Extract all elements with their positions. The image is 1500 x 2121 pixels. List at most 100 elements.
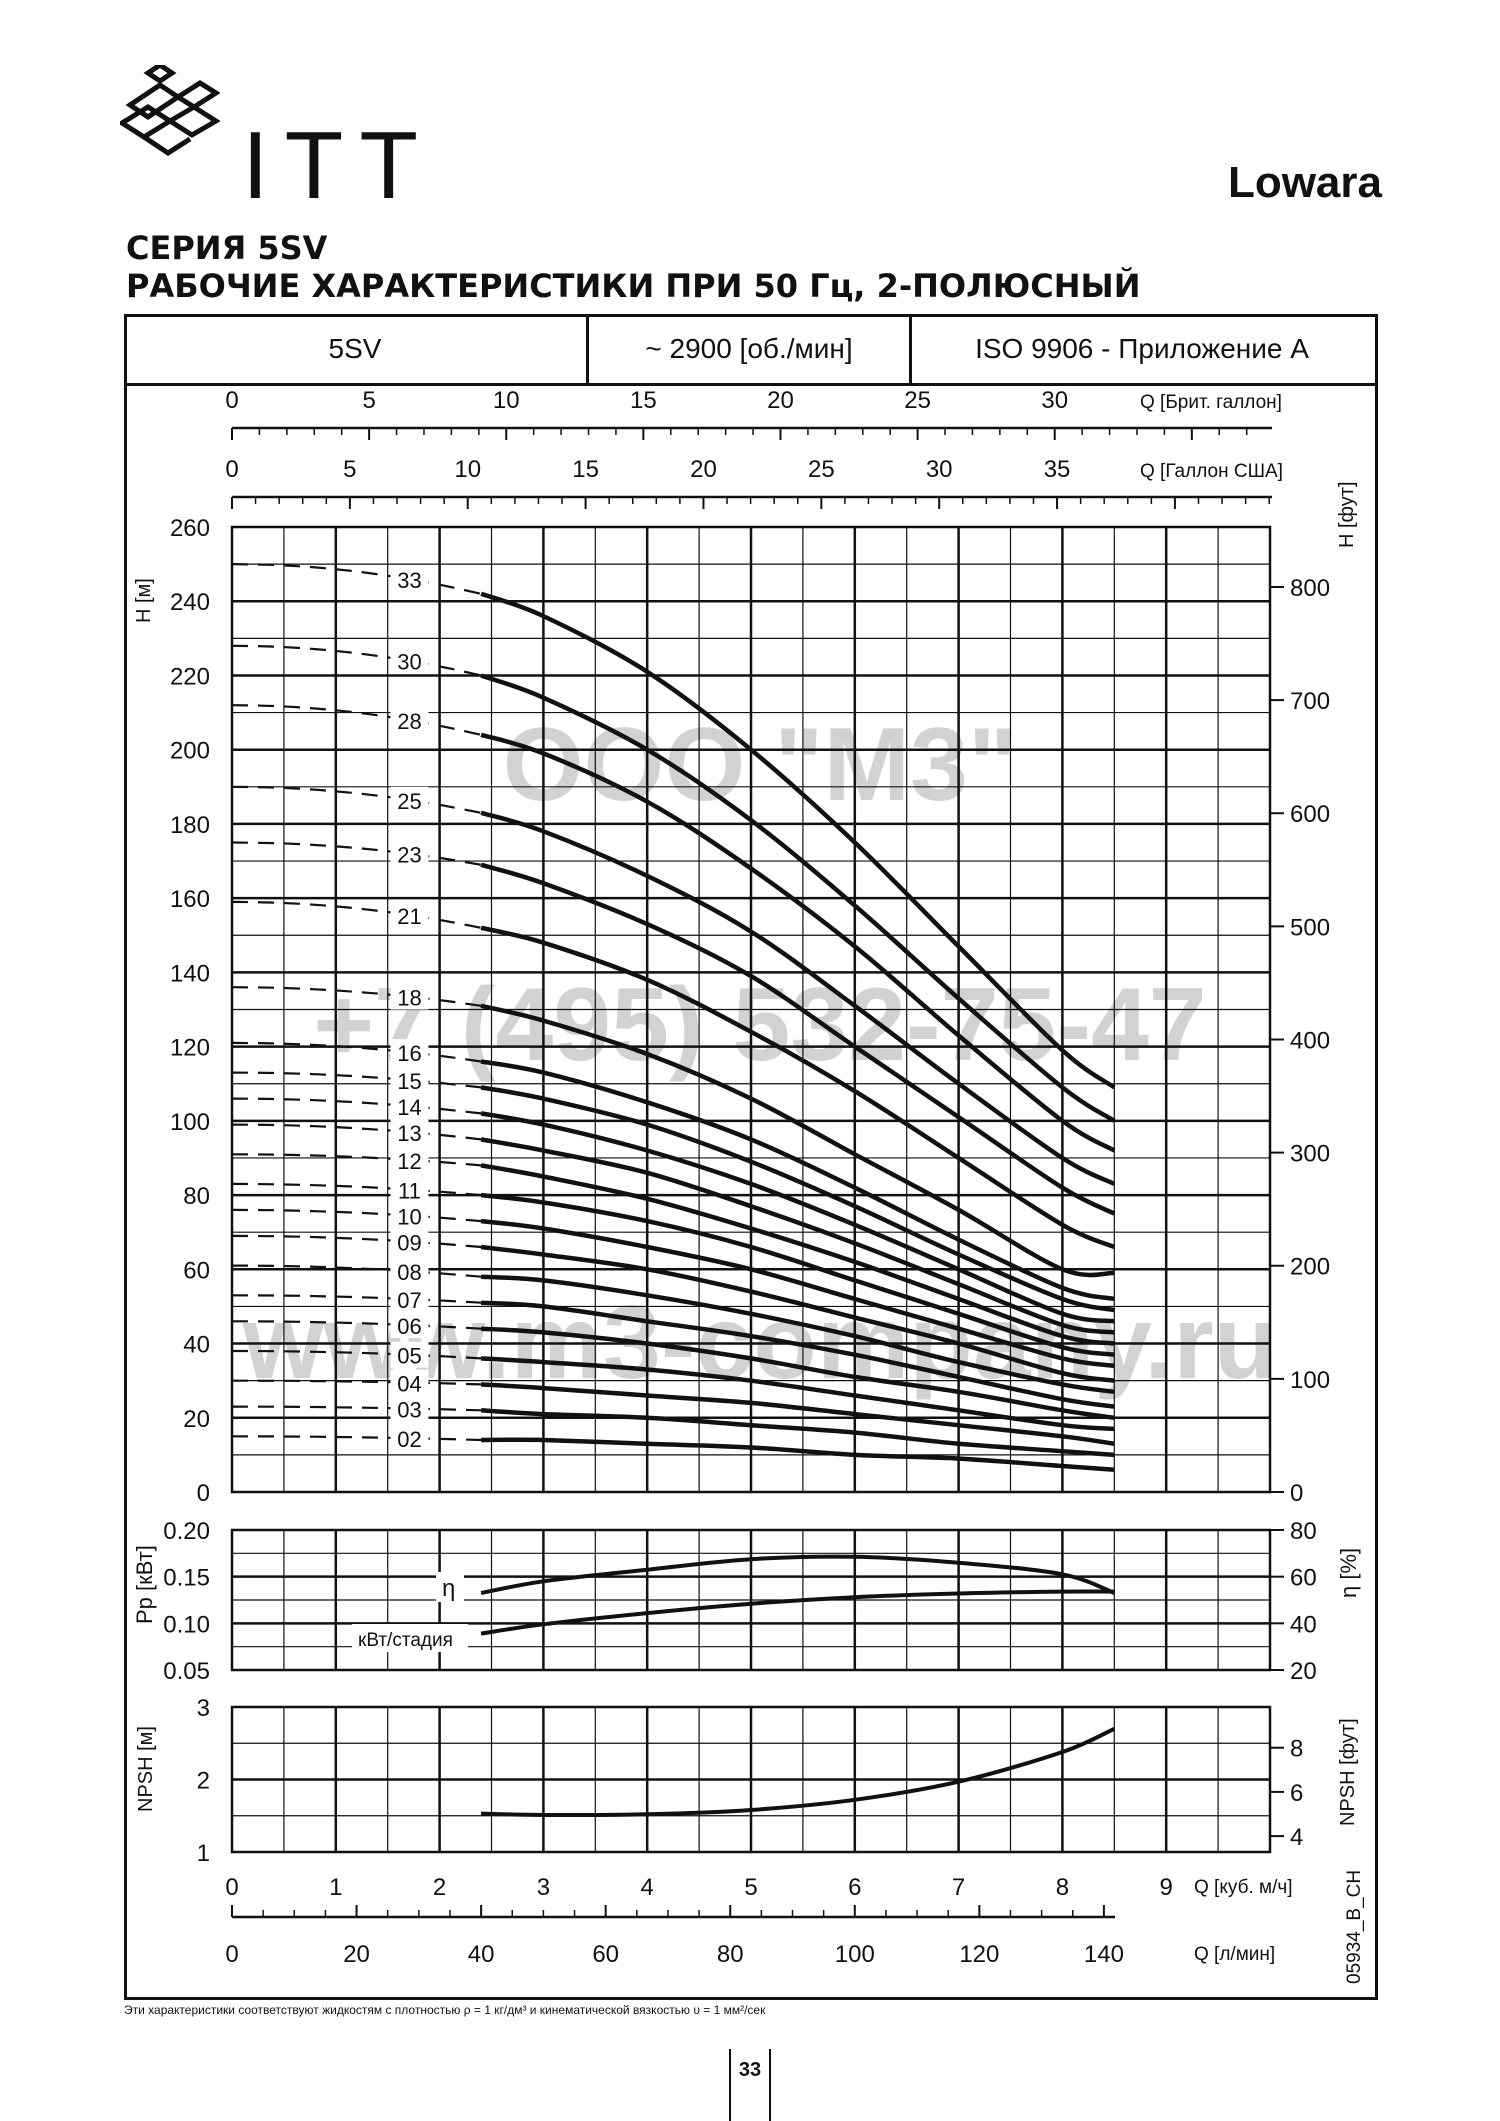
head-curve-28 xyxy=(480,732,1116,1153)
head-curve-dashed-16 xyxy=(231,1041,482,1063)
head-curve-dashed-09 xyxy=(231,1234,482,1249)
x-axis-label: Q [куб. м/ч] xyxy=(1194,1877,1293,1898)
bottom-axis-label: Q [л/мин] xyxy=(1194,1944,1275,1965)
head-y-tick-label: 20 xyxy=(183,1406,210,1433)
head-curve-label-bg xyxy=(390,1176,429,1203)
head-curve-label: 33 xyxy=(397,568,421,593)
npsh-y-tick-label: 2 xyxy=(197,1768,210,1795)
eff-y-right-tick-label: 60 xyxy=(1290,1565,1317,1592)
x-axis-tick-label: 0 xyxy=(225,1874,238,1901)
head-curve-label: 02 xyxy=(397,1427,421,1452)
head-curve-dashed-03 xyxy=(231,1405,482,1412)
head-curve-label-bg xyxy=(390,1286,429,1313)
head-curve-label-bg xyxy=(390,1228,429,1255)
head-curve-label-bg xyxy=(390,1425,429,1452)
head-curve-label-bg xyxy=(390,1119,429,1146)
head-curve-07 xyxy=(480,1300,1115,1409)
power-curve-eta xyxy=(480,1554,1116,1595)
head-curve-dashed-18 xyxy=(231,986,482,1007)
head-y-tick-label: 0 xyxy=(197,1480,210,1507)
page-number: 33 xyxy=(729,2049,771,2121)
head-curve-dashed-30 xyxy=(231,644,482,677)
head-curve-14 xyxy=(480,1111,1115,1324)
head-y-tick-label: 240 xyxy=(170,589,210,616)
head-y-right-tick-label: 800 xyxy=(1290,575,1330,602)
table-header: 5SV ~ 2900 [об./мин] ISO 9906 - Приложен… xyxy=(124,314,1378,386)
head-y-right-tick-label: 200 xyxy=(1290,1254,1330,1281)
head-y-tick-label: 120 xyxy=(170,1035,210,1062)
head-curve-dashed-08 xyxy=(231,1264,482,1278)
head-curve-dashed-21 xyxy=(231,900,482,929)
head-curve-15 xyxy=(480,1085,1115,1313)
head-curve-label: 30 xyxy=(397,650,421,675)
head-curve-label-bg xyxy=(390,1311,429,1338)
npsh-y-right-axis-label: NPSH [фут] xyxy=(1337,1718,1359,1826)
head-curve-label: 09 xyxy=(397,1230,421,1255)
eta-curve-label: η xyxy=(442,1575,455,1602)
head-curve-label-bg xyxy=(390,1067,429,1094)
head-curve-33 xyxy=(480,591,1116,1090)
top-axis-tick-label: 30 xyxy=(1041,387,1068,414)
head-y-tick-label: 60 xyxy=(183,1257,210,1284)
standard-cell: ISO 9906 - Приложение A xyxy=(975,332,1309,364)
head-curve-dashed-28 xyxy=(231,704,482,736)
head-y-right-tick-label: 600 xyxy=(1290,801,1330,828)
x-axis-tick-label: 9 xyxy=(1160,1874,1173,1901)
head-curve-label-bg xyxy=(390,1146,429,1173)
head-curve-16 xyxy=(480,1059,1115,1302)
power-y-tick-label: 0.20 xyxy=(163,1518,210,1545)
head-curve-10 xyxy=(480,1218,1115,1369)
npsh-y-right-tick-label: 8 xyxy=(1290,1736,1303,1763)
model-cell: 5SV xyxy=(124,314,589,383)
head-curve-06 xyxy=(480,1326,1115,1421)
head-curve-label-bg xyxy=(390,1202,429,1229)
head-curve-dashed-13 xyxy=(231,1123,482,1141)
top-axis-label: Q [Галлон США] xyxy=(1140,461,1283,482)
head-curve-label-bg xyxy=(390,707,429,734)
bottom-axis-tick-label: 20 xyxy=(343,1941,370,1968)
eff-y-right-tick-label: 20 xyxy=(1290,1658,1317,1685)
head-curve-label-bg xyxy=(390,1369,429,1396)
bottom-axis-tick-label: 100 xyxy=(835,1941,875,1968)
head-curve-label: 23 xyxy=(397,843,421,868)
eff-y-right-tick-label: 40 xyxy=(1290,1611,1317,1638)
head-curve-label: 06 xyxy=(397,1314,421,1339)
head-curve-11 xyxy=(480,1192,1115,1357)
eta-label-bg xyxy=(436,1572,464,1602)
x-axis-tick-label: 8 xyxy=(1056,1874,1069,1901)
head-curve-21 xyxy=(480,925,1116,1250)
npsh-curve xyxy=(481,1726,1116,1818)
head-curve-dashed-04 xyxy=(231,1379,482,1386)
x-axis-tick-label: 6 xyxy=(848,1874,861,1901)
head-curve-label-bg xyxy=(390,786,429,813)
watermark-text: +7 (495) 532-75-47 xyxy=(313,967,1206,1083)
top-axis-tick-label: 35 xyxy=(1044,456,1071,483)
head-curve-dashed-25 xyxy=(231,785,482,814)
head-y-right-tick-label: 300 xyxy=(1290,1141,1330,1168)
top-axis-tick-label: 30 xyxy=(926,456,953,483)
head-y-tick-label: 160 xyxy=(170,886,210,913)
head-y-right-tick-label: 100 xyxy=(1290,1367,1330,1394)
head-y-right-tick-label: 0 xyxy=(1290,1480,1303,1507)
head-curve-label-bg xyxy=(390,566,429,593)
head-curve-label: 15 xyxy=(397,1069,421,1094)
head-y-right-tick-label: 700 xyxy=(1290,688,1330,715)
top-axis-tick-label: 25 xyxy=(808,456,835,483)
x-axis-tick-label: 7 xyxy=(952,1874,965,1901)
head-curve-04 xyxy=(480,1382,1115,1447)
x-axis-tick-label: 2 xyxy=(433,1874,446,1901)
top-axis-tick-label: 20 xyxy=(767,387,794,414)
top-axis-tick-label: 10 xyxy=(493,387,520,414)
head-curve-label-bg xyxy=(390,901,429,928)
power-y-tick-label: 0.15 xyxy=(163,1565,210,1592)
footnote: Эти характеристики соответствуют жидкост… xyxy=(124,2003,766,2017)
bottom-axis-tick-label: 40 xyxy=(468,1941,495,1968)
top-axis-tick-label: 15 xyxy=(630,387,657,414)
head-curve-label-bg xyxy=(390,1395,429,1422)
head-curve-label: 07 xyxy=(397,1288,421,1313)
npsh-y-right-tick-label: 6 xyxy=(1290,1780,1303,1807)
head-curve-label: 16 xyxy=(397,1041,421,1066)
eff-y-right-tick-label: 80 xyxy=(1290,1518,1317,1545)
head-curve-05 xyxy=(480,1356,1115,1432)
